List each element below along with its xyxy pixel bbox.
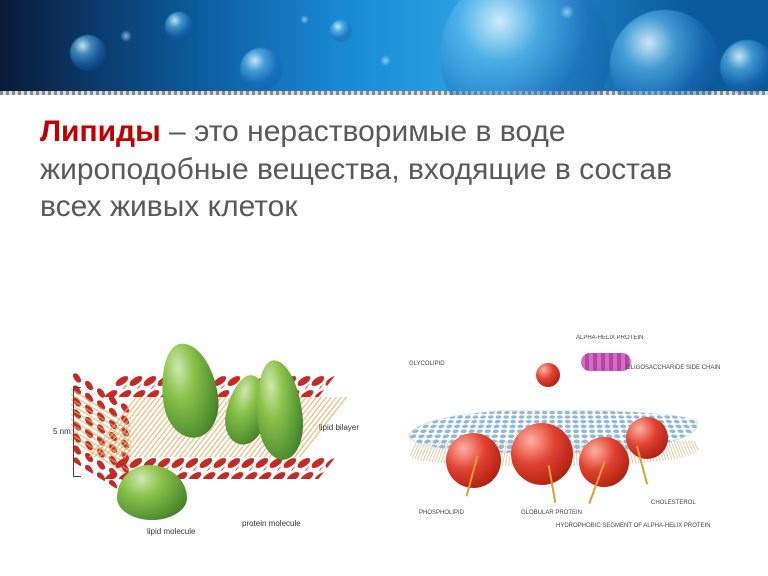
virus-cell-icon	[610, 10, 720, 95]
alpha-helix-icon	[581, 353, 631, 371]
illustrations-row: 5 nm lipid bilayer lipid molecule protein …	[0, 315, 768, 545]
diagram1-label: lipid bilayer	[319, 423, 359, 432]
globular-protein	[446, 433, 501, 488]
diagram-lipid-bilayer: 5 nm lipid bilayerlipid moleculeprotein …	[57, 315, 367, 545]
scale-label: 5 nm	[53, 427, 71, 436]
diagram2-label: PHOSPHOLIPID	[419, 510, 464, 516]
globular-protein	[536, 363, 560, 387]
diagram2-label: HYDROPHOBIC SEGMENT OF ALPHA-HELIX PROTE…	[556, 523, 711, 529]
virus-cell-icon	[240, 48, 282, 90]
diagram2-label: GLYCOLIPID	[409, 361, 445, 367]
bilayer-tails	[89, 397, 351, 457]
diagram2-label: OLIGOSACCHARIDE SIDE CHAIN	[626, 365, 720, 371]
globular-protein	[511, 423, 573, 485]
diagram1-label: lipid molecule	[147, 527, 195, 536]
diagram-membrane-detail: GLYCOLIPIDALPHA-HELIX PROTEINOLIGOSACCHA…	[401, 315, 711, 545]
diagram2-label: CHOLESTEROL	[651, 500, 696, 506]
glow-dot	[120, 30, 132, 42]
glow-dot	[380, 55, 391, 66]
virus-cell-icon	[70, 35, 106, 71]
virus-cell-icon	[720, 40, 768, 95]
diagram1-label: protein molecule	[242, 519, 301, 528]
header-band	[0, 0, 768, 95]
globular-protein	[626, 417, 668, 459]
scale-bracket	[73, 387, 81, 477]
bilayer-top-heads	[103, 375, 335, 397]
diagram2-label: ALPHA-HELIX PROTEIN	[576, 335, 643, 341]
virus-cell-icon	[165, 12, 193, 40]
term-word: Липиды	[40, 115, 161, 148]
glow-dot	[300, 15, 309, 24]
virus-cell-icon	[440, 0, 610, 95]
definition-text: Липиды – это нерастворимые в воде жиропо…	[0, 95, 768, 226]
virus-cell-icon	[330, 20, 352, 42]
glow-dot	[560, 5, 574, 19]
diagram2-label: GLOBULAR PROTEIN	[521, 510, 582, 516]
